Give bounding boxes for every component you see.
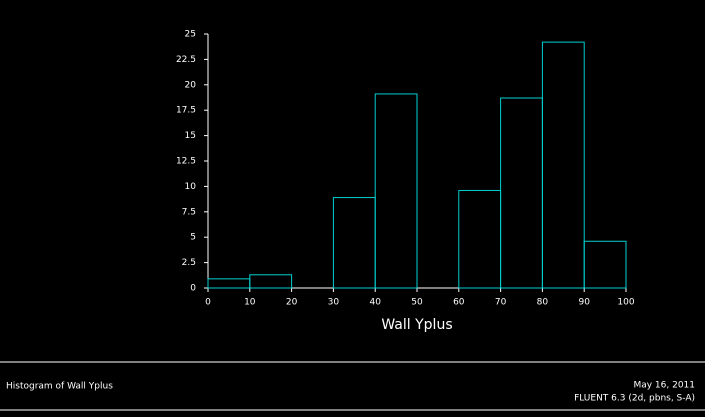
footer-title: Histogram of Wall Yplus bbox=[6, 382, 113, 392]
y-tick-label: 7.5 bbox=[182, 207, 196, 217]
x-tick-label: 10 bbox=[244, 298, 256, 308]
x-tick-label: 40 bbox=[369, 298, 381, 308]
x-tick-label: 90 bbox=[578, 298, 590, 308]
y-tick-label: 22.5 bbox=[176, 55, 196, 65]
y-tick-label: 12.5 bbox=[176, 157, 196, 167]
x-tick-label: 30 bbox=[328, 298, 340, 308]
bar bbox=[583, 240, 627, 289]
y-tick-label: 2.5 bbox=[182, 258, 196, 268]
x-tick-label: 100 bbox=[617, 298, 634, 308]
y-tick-label: 5 bbox=[190, 233, 196, 243]
y-tick-label: 20 bbox=[185, 80, 197, 90]
x-tick-label: 80 bbox=[537, 298, 549, 308]
y-tick-label: 15 bbox=[185, 131, 196, 141]
x-tick-label: 0 bbox=[205, 298, 211, 308]
x-axis-label: Wall Yplus bbox=[381, 317, 452, 333]
x-tick-label: 70 bbox=[495, 298, 507, 308]
x-tick-label: 60 bbox=[453, 298, 465, 308]
y-tick-label: 25 bbox=[185, 30, 196, 40]
bar bbox=[249, 274, 293, 289]
bar bbox=[374, 93, 418, 289]
y-tick-label: 0 bbox=[190, 284, 196, 294]
y-tick-label: 10 bbox=[185, 182, 197, 192]
bar bbox=[541, 41, 585, 289]
x-tick-label: 50 bbox=[411, 298, 423, 308]
footer-date: May 16, 2011 bbox=[633, 381, 695, 391]
y-tick-label: 17.5 bbox=[176, 106, 196, 116]
x-tick-label: 20 bbox=[286, 298, 298, 308]
footer-solver: FLUENT 6.3 (2d, pbns, S-A) bbox=[574, 394, 695, 404]
